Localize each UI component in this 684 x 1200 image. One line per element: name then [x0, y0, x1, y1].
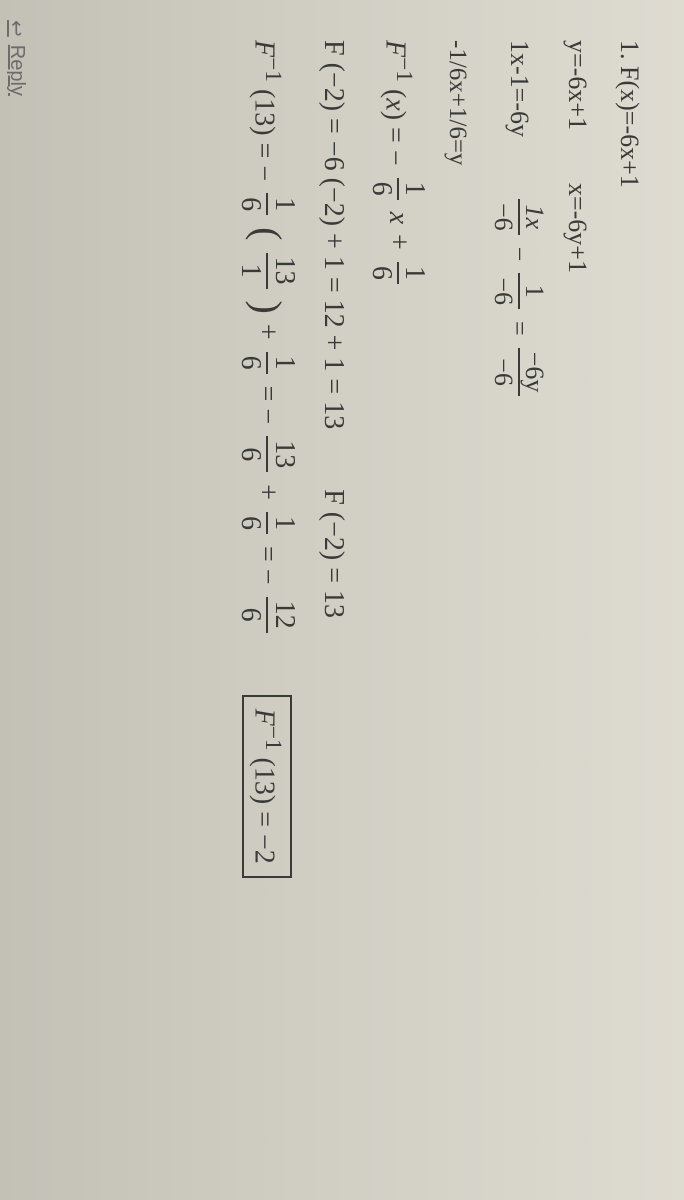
inverse-def-line: F−1 (x) = − 1 6 x + 1 6	[367, 40, 430, 1160]
inv13-line: F−1 (13) = − 1 6 ( 13 1 ) + 1 6 = − 13 6…	[236, 40, 299, 1160]
frac-13-6: 13 6	[236, 436, 299, 472]
question-line: 1. F(x)=-6x+1	[614, 40, 644, 1160]
Finv-label: F−1 (x) = −	[379, 40, 417, 166]
rearr2: x=-6y+1	[563, 183, 592, 273]
frac-1x-over-neg6: 1x −6	[489, 199, 548, 235]
final-answer-box: F−1 (13) = −2	[242, 695, 292, 878]
frac-12-6: 12 6	[236, 597, 299, 633]
reply-label: Reply	[5, 45, 28, 96]
frac-1-6-b: 1 6	[367, 262, 430, 284]
minus: −	[504, 247, 534, 262]
step1-line: y=-6x+1 x=-6y+1	[562, 40, 592, 1160]
frac-1-over-neg6: 1 −6	[489, 273, 548, 309]
rearr1: y=-6x+1	[563, 40, 592, 130]
check-rhs: F (−2) = 13	[317, 489, 349, 618]
frac-1-6-e: 1 6	[236, 512, 299, 534]
inv13-lhs: F−1 (13) = −	[248, 40, 286, 181]
reply-icon: ↩	[4, 20, 29, 37]
frac-1-6-a: 1 6	[367, 178, 430, 200]
frac-1-6-d: 1 6	[236, 352, 299, 374]
step2-line: 1x-1=-6y 1x −6 − 1 −6 = −6y −6	[489, 40, 548, 1160]
frac-1-6-c: 1 6	[236, 193, 299, 215]
check-line: F (−2) = −6 (−2) + 1 = 12 + 1 = 13 F (−2…	[317, 40, 349, 1160]
step5: -1/6x+1/6=y	[444, 40, 471, 165]
rearr3: 1x-1=-6y	[504, 40, 534, 137]
q-number: 1.	[615, 40, 644, 60]
frac-13-1: 13 1	[236, 253, 299, 289]
reply-link[interactable]: ↩ Reply	[4, 20, 29, 96]
step3-line: -1/6x+1/6=y	[443, 40, 471, 1160]
check-lhs: F (−2) = −6 (−2) + 1 = 12 + 1 = 13	[317, 40, 349, 429]
eq: =	[504, 321, 534, 336]
q-func: F(x)=-6x+1	[615, 66, 644, 188]
frac-neg6y-over-neg6: −6y −6	[489, 348, 548, 397]
